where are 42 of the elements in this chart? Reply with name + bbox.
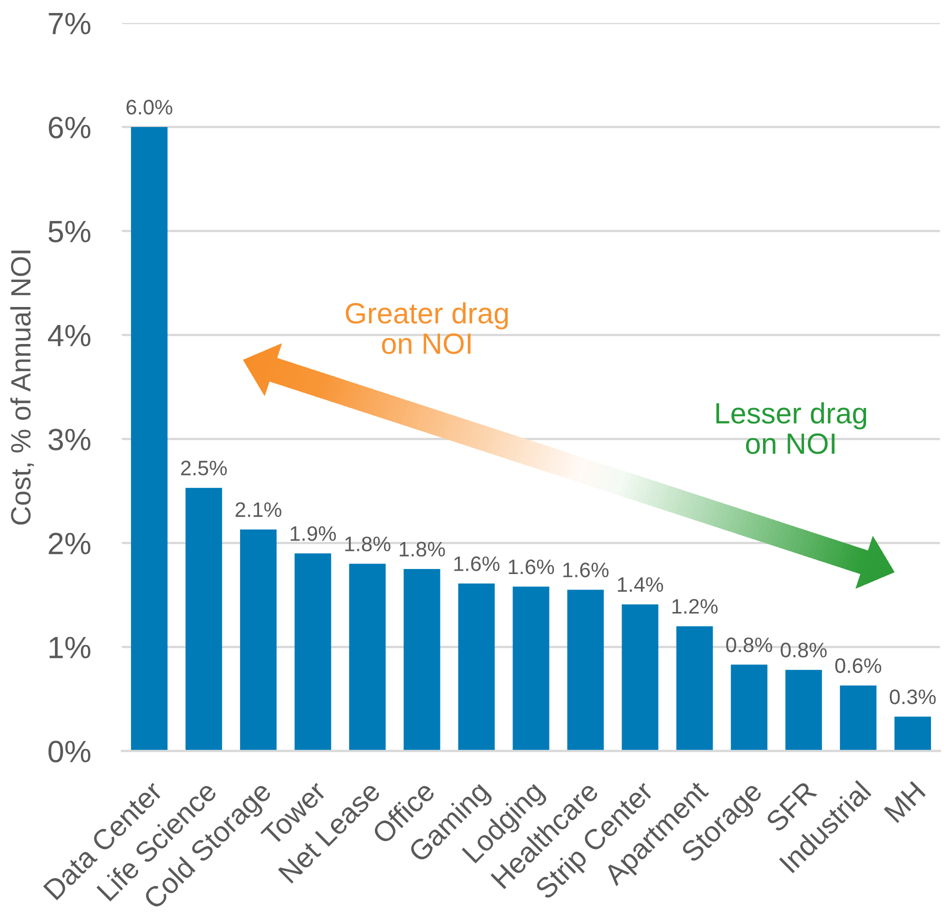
data-label: 0.6% <box>835 658 882 674</box>
bar <box>730 664 768 751</box>
y-tick-label: 6% <box>48 116 90 138</box>
bar <box>840 685 876 751</box>
bar <box>785 670 822 751</box>
y-tick-label: 5% <box>48 220 90 242</box>
bar <box>894 716 931 751</box>
data-label: 0.8% <box>780 642 827 658</box>
data-label: 1.8% <box>345 536 390 552</box>
x-tick-label: MH <box>884 781 926 824</box>
bar <box>349 564 386 751</box>
bar <box>512 586 550 751</box>
y-tick-label: 4% <box>48 324 90 346</box>
data-label: 1.4% <box>618 577 664 592</box>
y-tick-label: 3% <box>48 428 90 450</box>
annotation: Greater drag on NOI <box>346 302 508 354</box>
data-label: 2.1% <box>236 502 282 517</box>
data-label: 1.2% <box>672 598 718 614</box>
y-tick-label: 1% <box>50 636 90 658</box>
data-label: 0.3% <box>890 689 936 704</box>
y-tick-label: 2% <box>48 532 90 554</box>
data-label: 1.6% <box>563 562 609 578</box>
bar <box>131 127 168 751</box>
data-label: 0.8% <box>726 637 772 652</box>
bar <box>567 590 604 751</box>
bar <box>240 529 277 751</box>
data-label: 1.6% <box>454 556 500 572</box>
bar <box>294 553 332 751</box>
bar <box>404 569 440 751</box>
bar <box>458 584 495 751</box>
data-label: 1.8% <box>400 542 445 557</box>
data-label: 1.9% <box>290 526 336 541</box>
bar <box>622 604 658 751</box>
bar <box>676 626 713 751</box>
y-tick-label: 0% <box>48 740 90 762</box>
y-axis-title: Cost, % of Annual NOI <box>10 250 34 525</box>
data-label: 2.5% <box>181 460 227 476</box>
annotation: Lesser drag on NOI <box>716 402 866 454</box>
bar <box>186 488 222 751</box>
data-label: 1.6% <box>508 559 554 574</box>
y-tick-label: 7% <box>48 12 90 34</box>
data-label: 6.0% <box>126 100 172 115</box>
